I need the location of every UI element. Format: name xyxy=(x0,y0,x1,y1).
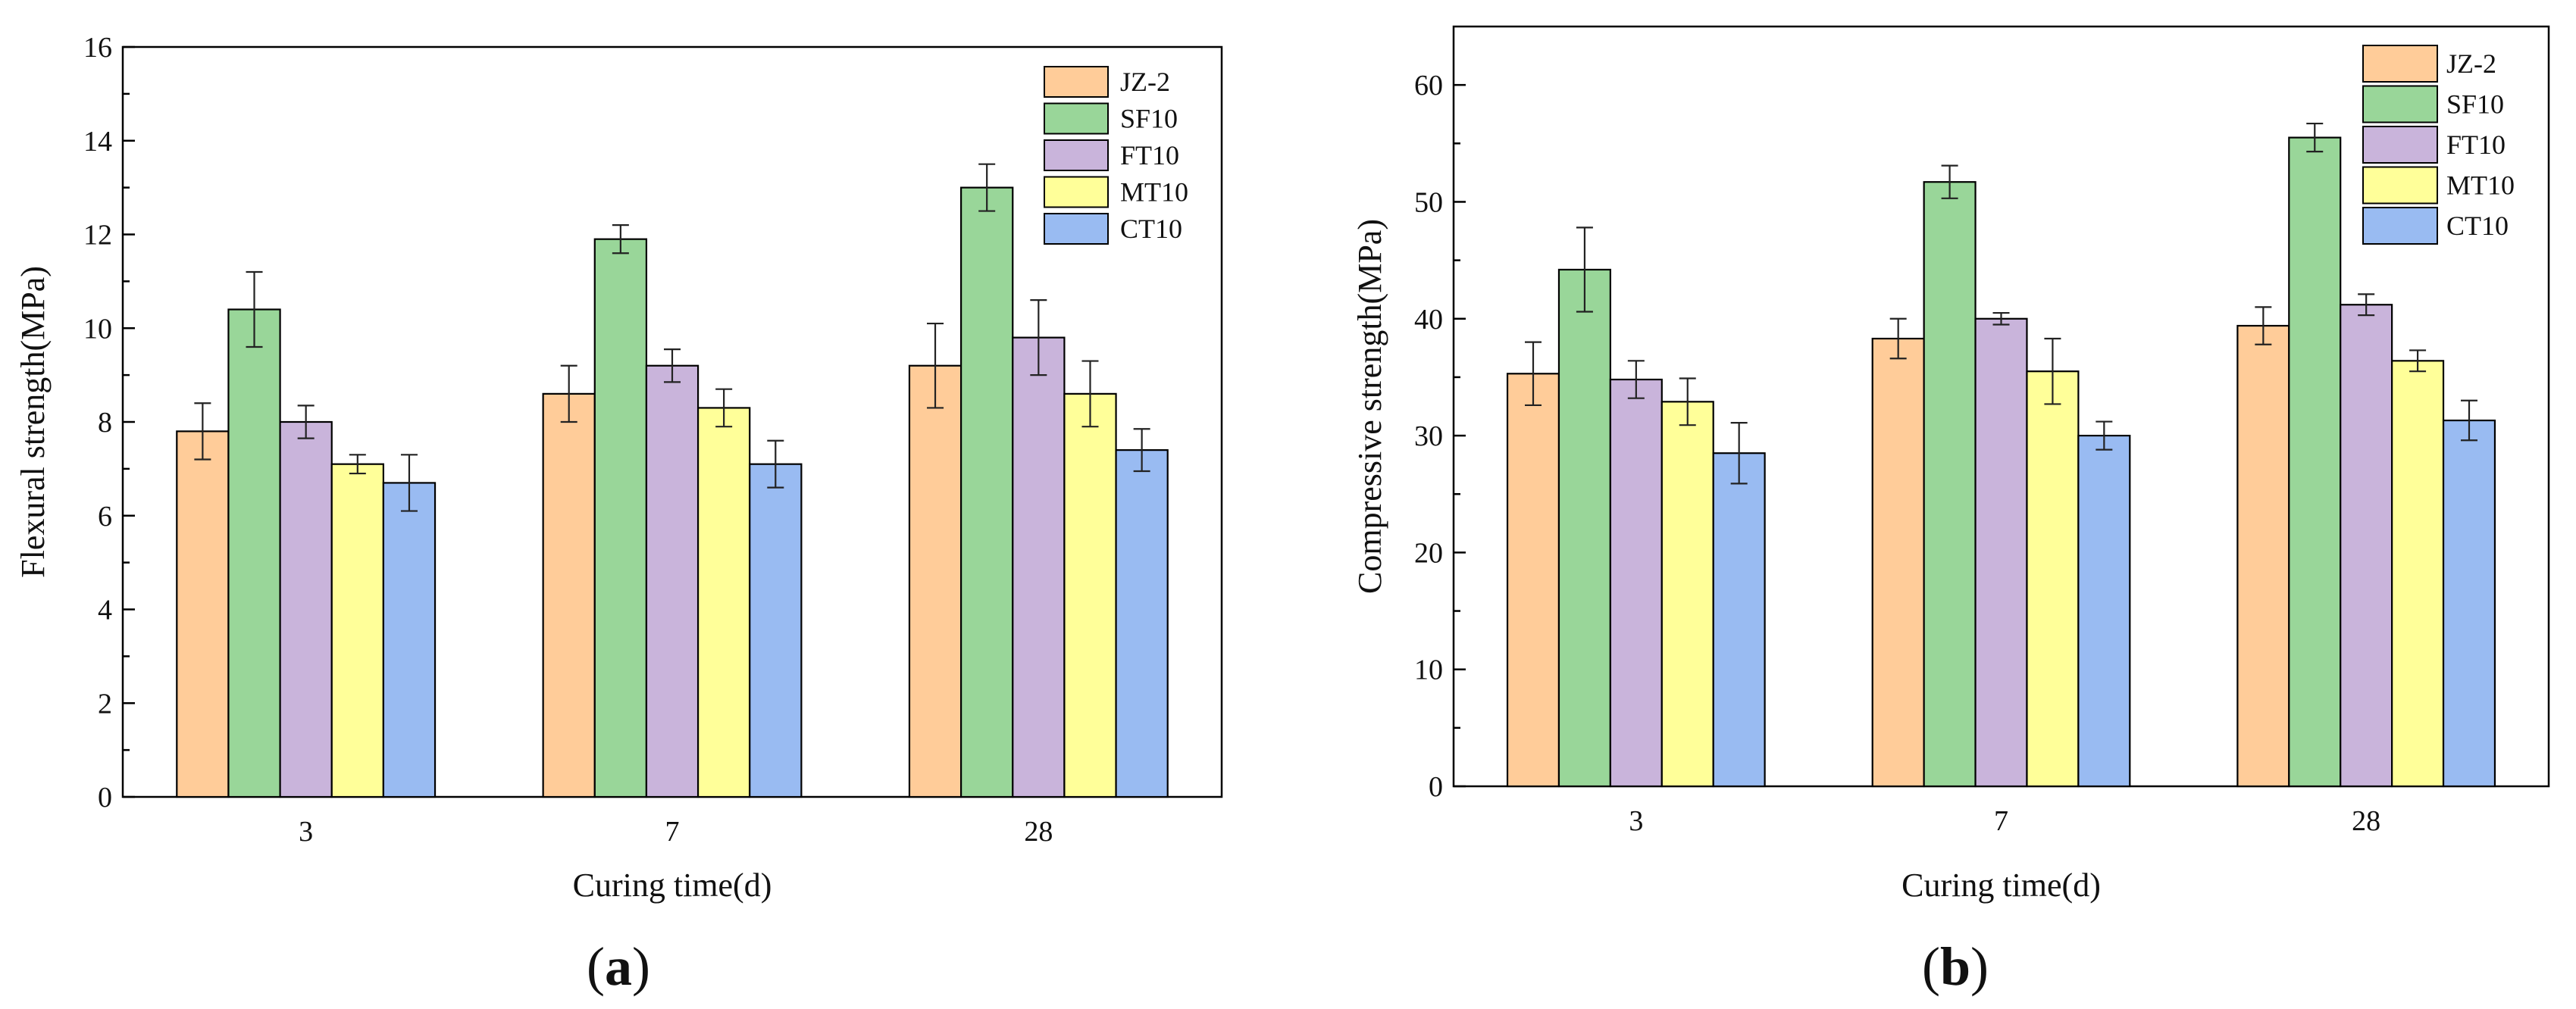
x-axis-title: Curing time(d) xyxy=(1901,867,2101,904)
x-axis-title: Curing time(d) xyxy=(573,867,772,904)
panel-label-close: ) xyxy=(1970,936,1989,997)
y-tick-label: 10 xyxy=(83,313,112,345)
x-tick-label-28: 28 xyxy=(2352,805,2380,837)
panel-label: (a) xyxy=(587,936,650,997)
bar-sf10-28d xyxy=(2288,136,2342,788)
legend-label-sf10: SF10 xyxy=(2446,89,2504,120)
chart-panel-a: 0 2 4 6 8 10 12 14 16 3 7 28 JZ-2 SF10 FT10 MT10 CT10 Cur… xyxy=(14,32,1223,997)
y-axis-title: Flexural strength(MPa) xyxy=(14,266,52,578)
y-tick-label: 14 xyxy=(83,126,112,158)
y-tick-label: 2 xyxy=(98,688,112,720)
bar-sf10-7d xyxy=(593,238,648,798)
bar-ct10-28d xyxy=(1115,449,1169,798)
bar-jz-2-7d xyxy=(1871,337,1925,788)
legend-swatch-jz-2 xyxy=(1044,66,1109,98)
bar-ft10-7d xyxy=(1974,317,2028,788)
panel-label-letter: a xyxy=(605,936,632,997)
x-tick-label-7: 7 xyxy=(1994,805,2008,837)
legend-label-ft10: FT10 xyxy=(2446,130,2506,160)
legend-swatch-ft10 xyxy=(1044,139,1109,171)
bar-jz-2-28d xyxy=(908,364,962,798)
legend-swatch-mt10 xyxy=(1044,176,1109,208)
panel-label-close: ) xyxy=(632,936,650,997)
legend-label-jz-2: JZ-2 xyxy=(1120,67,1170,97)
bar-sf10-3d xyxy=(1557,268,1611,788)
y-tick-label: 10 xyxy=(1414,654,1443,686)
y-tick-label: 60 xyxy=(1414,70,1443,102)
bar-mt10-28d xyxy=(1063,392,1117,798)
legend-label-jz-2: JZ-2 xyxy=(2446,48,2496,79)
legend-swatch-ct10 xyxy=(2362,207,2438,245)
x-tick-label-3: 3 xyxy=(1629,805,1643,837)
bar-sf10-28d xyxy=(960,186,1014,798)
bar-ct10-7d xyxy=(2077,434,2131,788)
bar-ct10-3d xyxy=(382,482,437,798)
bar-sf10-3d xyxy=(227,308,281,798)
y-tick-label: 4 xyxy=(98,595,112,626)
legend-label-sf10: SF10 xyxy=(1120,104,1178,134)
bar-ft10-3d xyxy=(279,420,333,798)
bar-ft10-28d xyxy=(2340,304,2393,788)
legend-swatch-mt10 xyxy=(2362,166,2438,205)
x-tick-label-28: 28 xyxy=(1024,816,1053,848)
y-axis-title: Compressive strength(MPa) xyxy=(1351,219,1388,594)
y-tick-label: 12 xyxy=(83,220,112,251)
bar-ct10-7d xyxy=(749,463,803,798)
bar-jz-2-3d xyxy=(1506,373,1560,788)
y-tick-label: 30 xyxy=(1414,420,1443,452)
x-tick-label-3: 3 xyxy=(299,816,313,848)
y-tick-label: 50 xyxy=(1414,186,1443,218)
y-tick-label: 20 xyxy=(1414,537,1443,569)
legend: JZ-2 SF10 FT10 MT10 CT10 xyxy=(1044,66,1188,245)
chart-panel-b: 0 10 20 30 40 50 60 3 7 28 JZ-2 SF10 FT10 MT10 CT10 Cur… xyxy=(1351,25,2550,997)
panel-label-open: ( xyxy=(587,936,605,997)
legend-label-mt10: MT10 xyxy=(2446,170,2515,201)
legend-label-ft10: FT10 xyxy=(1120,140,1179,170)
y-tick-label: 0 xyxy=(98,782,112,814)
bar-mt10-3d xyxy=(330,463,384,798)
panel-label-open: ( xyxy=(1922,936,1940,997)
legend-label-ct10: CT10 xyxy=(1120,214,1182,244)
bar-mt10-7d xyxy=(696,407,751,798)
panel-label-letter: b xyxy=(1940,936,1970,997)
legend-swatch-ct10 xyxy=(1044,213,1109,245)
y-tick-label: 8 xyxy=(98,407,112,439)
legend-swatch-jz-2 xyxy=(2362,45,2438,83)
panel-label: (b) xyxy=(1922,936,1989,997)
legend-swatch-sf10 xyxy=(2362,85,2438,123)
bar-jz-2-28d xyxy=(2236,324,2290,788)
bar-mt10-28d xyxy=(2391,360,2445,788)
legend: JZ-2 SF10 FT10 MT10 CT10 xyxy=(2362,45,2515,245)
bar-ft10-7d xyxy=(645,364,700,798)
bar-ft10-28d xyxy=(1012,336,1066,798)
bar-ct10-3d xyxy=(1712,452,1766,788)
y-tick-label: 40 xyxy=(1414,304,1443,336)
legend-label-ct10: CT10 xyxy=(2446,211,2509,241)
y-tick-label: 16 xyxy=(83,32,112,64)
bar-ct10-28d xyxy=(2442,419,2496,788)
y-tick-label: 0 xyxy=(1429,771,1443,803)
bar-jz-2-3d xyxy=(176,430,230,798)
legend-swatch-sf10 xyxy=(1044,102,1109,135)
legend-label-mt10: MT10 xyxy=(1120,177,1188,208)
bar-mt10-7d xyxy=(2026,370,2080,788)
legend-swatch-ft10 xyxy=(2362,126,2438,164)
bar-mt10-3d xyxy=(1660,401,1714,788)
bar-jz-2-7d xyxy=(542,392,596,798)
y-tick-label: 6 xyxy=(98,501,112,533)
bar-sf10-7d xyxy=(1923,181,1977,788)
bar-ft10-3d xyxy=(1609,378,1663,788)
x-tick-label-7: 7 xyxy=(665,816,680,848)
